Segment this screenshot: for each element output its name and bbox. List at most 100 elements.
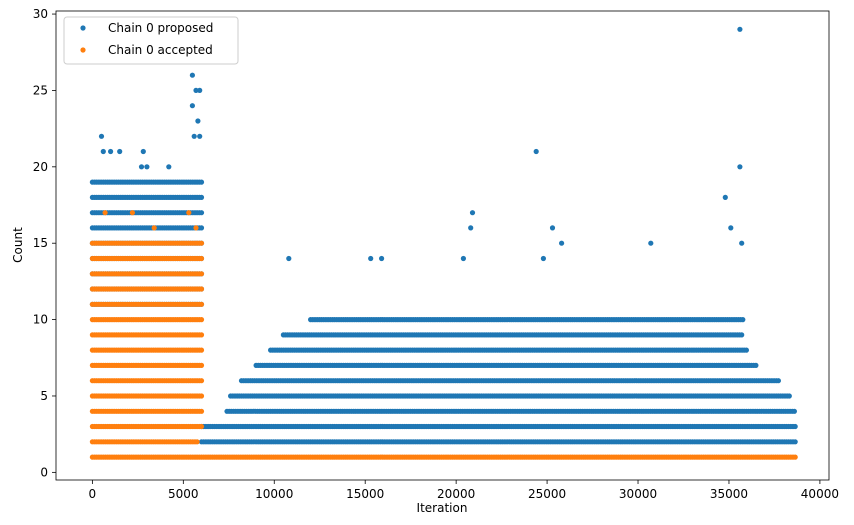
data-point	[191, 133, 197, 139]
data-point	[792, 423, 798, 430]
data-point	[460, 255, 466, 262]
data-point	[198, 255, 205, 262]
series-0-band-y6	[238, 378, 782, 384]
data-point	[198, 225, 205, 231]
legend-marker-accepted	[80, 47, 86, 53]
y-tick-label: 20	[33, 160, 48, 174]
data-point	[792, 454, 798, 460]
series-1-points	[89, 210, 798, 460]
data-point	[140, 148, 146, 155]
data-point	[739, 332, 745, 338]
data-point	[648, 240, 654, 246]
data-point	[195, 118, 201, 124]
data-point	[198, 408, 205, 414]
data-point	[775, 378, 782, 384]
data-point	[151, 225, 157, 231]
series-1-band-y4	[89, 408, 205, 414]
y-tick-label: 15	[33, 236, 48, 250]
series-0-band-y2	[198, 439, 798, 445]
data-point	[166, 164, 172, 170]
data-point	[753, 362, 759, 368]
data-point	[117, 148, 123, 155]
data-point	[189, 103, 195, 109]
x-ticks: 0 5000 10000 15000 20000 25000 30000 35000 40000	[89, 480, 839, 501]
data-point	[98, 133, 105, 139]
axes-frame	[55, 10, 830, 481]
legend-box	[63, 16, 239, 65]
x-tick-label: 30000	[619, 487, 657, 501]
y-ticks: 0 5 10 15 20 25 30	[33, 7, 56, 479]
y-tick-label: 25	[33, 83, 48, 97]
data-point	[198, 179, 205, 185]
series-1-band-y2	[89, 439, 200, 445]
series-1-band-y3	[89, 423, 205, 430]
y-tick-label: 30	[33, 7, 48, 21]
points-layer	[89, 26, 798, 460]
y-tick-label: 0	[40, 465, 48, 479]
data-point	[193, 87, 199, 93]
data-point	[379, 255, 385, 262]
legend: Chain 0 proposed Chain 0 accepted	[63, 16, 239, 65]
series-0-band-y10	[308, 317, 746, 323]
series-1-band-y11	[89, 301, 205, 307]
series-1-band-y9	[89, 332, 205, 338]
x-tick-label: 20000	[437, 487, 475, 501]
data-point	[791, 408, 798, 414]
data-point	[102, 210, 108, 216]
data-point	[559, 240, 565, 246]
data-point	[186, 210, 192, 216]
data-point	[468, 225, 474, 231]
data-point	[198, 317, 205, 323]
series-1-band-y7	[89, 362, 205, 368]
series-1-band-y13	[89, 271, 205, 277]
series-0-band-y18	[89, 194, 205, 200]
series-0-band-y8	[268, 347, 750, 353]
data-point	[194, 439, 200, 445]
data-point	[198, 378, 205, 384]
x-tick-label: 25000	[528, 487, 566, 501]
data-point	[286, 255, 292, 262]
data-point	[198, 423, 205, 430]
data-point	[737, 26, 743, 32]
series-1-band-y15	[89, 240, 205, 246]
data-point	[198, 347, 205, 353]
data-point	[198, 362, 205, 368]
x-axis-label: Iteration	[417, 501, 468, 515]
x-tick-label: 40000	[801, 487, 839, 501]
series-1-band-y6	[89, 378, 205, 384]
legend-label-accepted: Chain 0 accepted	[108, 43, 213, 57]
data-point	[549, 225, 556, 231]
series-1-band-y1	[89, 454, 798, 460]
data-point	[739, 240, 745, 246]
data-point	[129, 210, 135, 216]
data-point	[198, 210, 205, 216]
x-tick-label: 35000	[710, 487, 748, 501]
series-1-band-y8	[89, 347, 205, 353]
data-point	[368, 255, 374, 262]
series-0-band-y4	[224, 408, 798, 414]
legend-marker-proposed	[80, 25, 86, 31]
data-point	[193, 225, 199, 231]
series-0-band-y3	[198, 423, 798, 430]
y-tick-label: 5	[40, 389, 48, 403]
data-point	[740, 317, 746, 323]
x-tick-label: 10000	[255, 487, 293, 501]
legend-label-proposed: Chain 0 proposed	[108, 21, 213, 35]
data-point	[198, 301, 205, 307]
series-0-band-y9	[280, 332, 745, 338]
series-1-band-y5	[89, 393, 205, 399]
data-point	[198, 332, 205, 338]
y-tick-label: 10	[33, 313, 48, 327]
y-axis-label: Count	[11, 227, 25, 263]
data-point	[469, 210, 476, 216]
x-tick-label: 5000	[168, 487, 199, 501]
data-point	[198, 286, 205, 292]
series-0-band-y16	[89, 225, 205, 231]
series-0-band-y5	[228, 393, 792, 399]
data-point	[198, 240, 205, 246]
data-point	[198, 194, 205, 200]
series-0-band-y19	[89, 179, 205, 185]
data-point	[108, 148, 114, 155]
